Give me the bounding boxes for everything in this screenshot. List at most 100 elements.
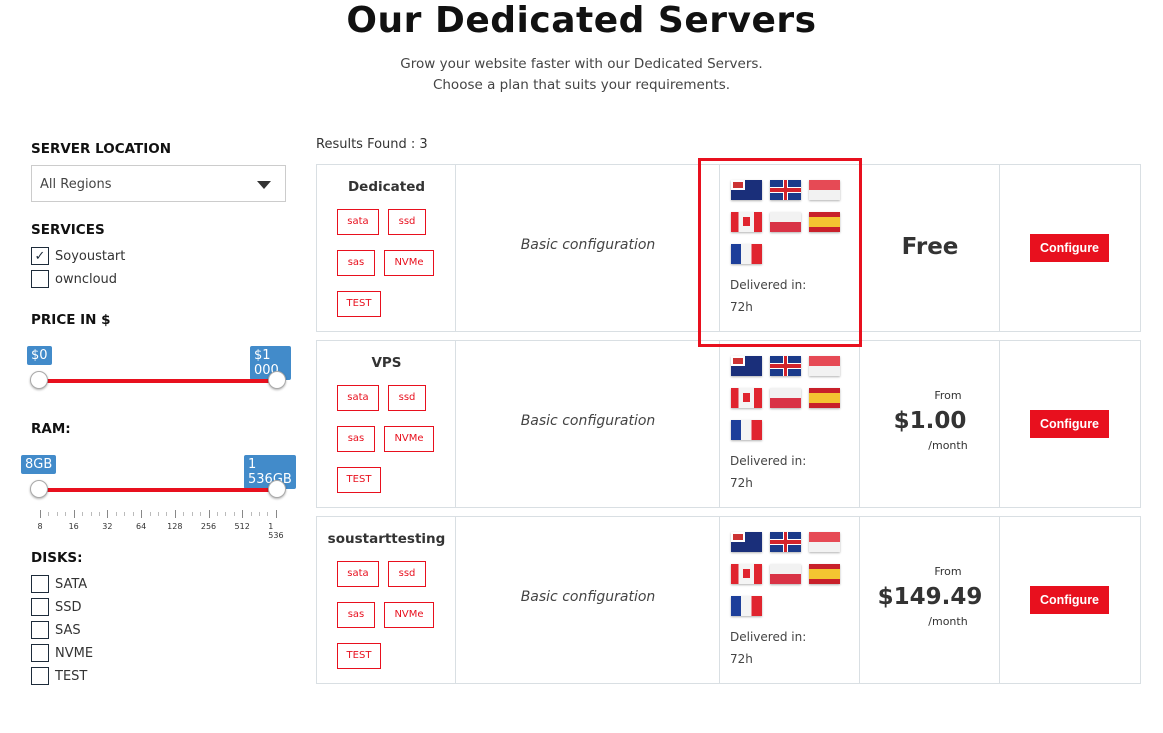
flag-canada-icon	[731, 212, 762, 232]
minor-tick	[124, 512, 126, 516]
minor-tick	[90, 512, 92, 516]
flag-spain-icon	[809, 388, 840, 408]
disk-badge-sata: sata	[337, 385, 379, 411]
flag-poland-icon	[770, 564, 801, 584]
configure-button[interactable]: Configure	[1030, 410, 1109, 438]
ram-max-handle[interactable]	[268, 480, 286, 498]
tick-mark	[174, 510, 176, 518]
disk-badge-ssd: ssd	[388, 561, 426, 587]
plan-row: VPS sata ssd sas NVMe TEST Basic configuration…	[316, 340, 1141, 508]
action-cell: Configure	[1000, 517, 1141, 683]
tick-label: 8	[37, 522, 43, 531]
flag-poland-icon	[770, 212, 801, 232]
delivered-time: 72h	[730, 476, 753, 490]
config-text: Basic configuration	[520, 413, 656, 429]
config-text: Basic configuration	[520, 589, 656, 605]
disk-checkbox-ssd[interactable]: SSD	[31, 598, 82, 616]
delivered-label: Delivered in:	[730, 630, 807, 644]
tick-mark	[275, 510, 277, 518]
service-checkbox-owncloud[interactable]: owncloud	[31, 270, 117, 288]
configure-button[interactable]: Configure	[1030, 586, 1109, 614]
tick-label: 512	[234, 522, 250, 531]
disk-checkbox-sata[interactable]: SATA	[31, 575, 87, 593]
price-slider[interactable]	[30, 371, 286, 389]
disk-checkbox-test[interactable]: TEST	[31, 667, 87, 685]
checkbox[interactable]	[31, 667, 49, 685]
checkbox-label: SSD	[55, 599, 82, 615]
flag-uk-icon	[770, 356, 801, 376]
disk-badge-ssd: ssd	[388, 209, 426, 235]
action-cell: Configure	[1000, 165, 1141, 331]
minor-tick	[216, 512, 218, 516]
price-heading: PRICE IN $	[31, 312, 111, 328]
plan-row: Dedicated sata ssd sas NVMe TEST Basic configu…	[316, 164, 1141, 332]
flag-france-icon	[731, 596, 762, 616]
minor-tick	[48, 512, 50, 516]
tick-mark	[40, 510, 41, 518]
flag-uk-icon	[770, 180, 801, 200]
ram-scale: 8 16 32 64 128 256 512 1 536	[31, 510, 291, 540]
config-text: Basic configuration	[520, 237, 656, 253]
checkbox[interactable]	[31, 598, 49, 616]
page-title: Our Dedicated Servers	[346, 0, 817, 41]
tick-label: 16	[68, 522, 79, 531]
price-suffix: /month	[928, 615, 968, 628]
checkbox[interactable]	[31, 575, 49, 593]
tick-mark	[242, 510, 244, 518]
minor-tick	[166, 512, 168, 516]
disk-badge-sas: sas	[337, 250, 375, 276]
price-value: Free	[901, 234, 959, 260]
page-subtitle: Grow your website faster with our Dedica…	[400, 56, 763, 72]
disks-heading: DISKS:	[31, 550, 83, 566]
disk-badge-sata: sata	[337, 561, 379, 587]
minor-tick	[98, 512, 100, 516]
highlight-box	[698, 158, 862, 347]
disk-checkbox-nvme[interactable]: NVME	[31, 644, 93, 662]
plan-name-cell: soustarttesting sata ssd sas NVMe TEST	[317, 517, 456, 683]
tick-mark	[73, 510, 75, 518]
delivered-label: Delivered in:	[730, 278, 807, 292]
disk-badge-test: TEST	[337, 643, 381, 669]
service-checkbox-soyoustart[interactable]: ✓ Soyoustart	[31, 247, 125, 265]
plan-name: Dedicated	[347, 179, 426, 195]
minor-tick	[82, 512, 84, 516]
checkbox-label: owncloud	[55, 271, 118, 287]
checkbox[interactable]	[31, 644, 49, 662]
configure-button[interactable]: Configure	[1030, 234, 1109, 262]
disk-checkbox-sas[interactable]: SAS	[31, 621, 81, 639]
plan-name: soustarttesting	[327, 531, 446, 547]
flag-singapore-icon	[809, 180, 840, 200]
config-cell: Basic configuration	[456, 341, 720, 507]
minor-tick	[183, 512, 185, 516]
flag-uk-icon	[770, 532, 801, 552]
checkmark-icon[interactable]: ✓	[31, 247, 49, 265]
ram-min-handle[interactable]	[30, 480, 48, 498]
ram-min-tag: 8GB	[21, 455, 57, 474]
disk-badge-test: TEST	[337, 467, 381, 493]
price-cell: Free	[860, 165, 1000, 331]
tick-mark	[141, 510, 143, 518]
price-min-handle[interactable]	[30, 371, 48, 389]
flag-singapore-icon	[809, 532, 840, 552]
checkbox[interactable]	[31, 621, 49, 639]
minor-tick	[259, 512, 260, 516]
delivered-time: 72h	[730, 300, 753, 314]
flag-poland-icon	[770, 388, 801, 408]
checkbox-label: TEST	[55, 668, 88, 684]
flag-spain-icon	[809, 212, 840, 232]
disk-badge-nvme: NVMe	[384, 250, 434, 276]
config-cell: Basic configuration	[456, 165, 720, 331]
flag-spain-icon	[809, 564, 840, 584]
minor-tick	[250, 512, 252, 516]
ram-slider[interactable]	[30, 480, 286, 498]
price-max-handle[interactable]	[268, 371, 286, 389]
tick-label: 1 536	[268, 522, 284, 540]
disk-badge-sas: sas	[337, 602, 375, 628]
checkbox[interactable]	[31, 270, 49, 288]
minor-tick	[65, 512, 67, 516]
checkbox-label: Soyoustart	[55, 248, 126, 264]
flag-canada-icon	[731, 564, 762, 584]
tick-mark	[208, 510, 210, 518]
plan-name-cell: Dedicated sata ssd sas NVMe TEST	[317, 165, 456, 331]
region-select[interactable]: All Regions	[31, 165, 286, 202]
